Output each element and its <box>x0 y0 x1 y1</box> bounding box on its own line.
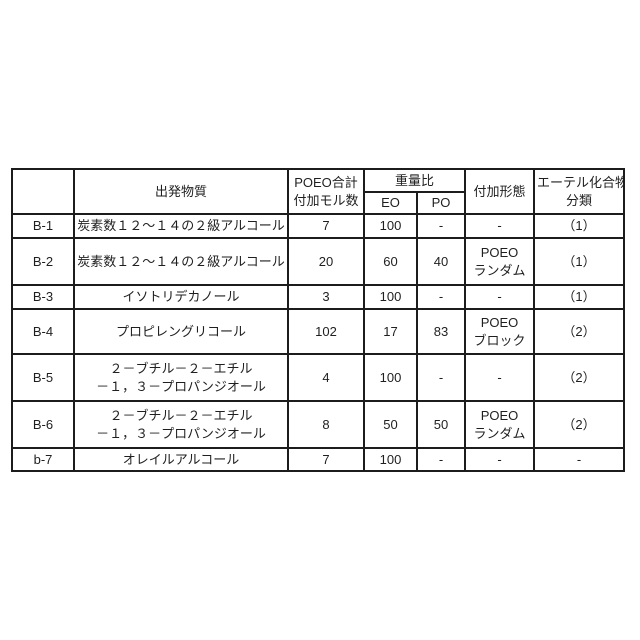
form-cell: POEO ランダム <box>464 237 536 286</box>
form-cell: - <box>464 447 536 472</box>
po-cell: - <box>415 353 467 402</box>
table-row: b-7 オレイルアルコール 7 100 - - - <box>11 447 626 472</box>
form-line: POEO <box>480 407 519 423</box>
row-id: B-6 <box>11 400 75 449</box>
material-cell: イソトリデカノール <box>73 284 289 310</box>
po-cell: 40 <box>415 237 467 286</box>
moles-cell: 3 <box>287 284 365 310</box>
material-line: ２－ブチル－２－エチル <box>109 407 253 423</box>
material-line: －１，３－プロパンジオール <box>96 425 266 441</box>
row-id: B-5 <box>11 353 75 402</box>
header-poeo-moles: POEO合計 付加モル数 <box>287 168 365 215</box>
eo-cell: 100 <box>363 284 418 310</box>
header-row-1: 出発物質 POEO合計 付加モル数 重量比 付加形態 エーテル化合物 分類 <box>11 168 626 215</box>
header-material: 出発物質 <box>73 168 289 215</box>
class-cell: （1） <box>533 284 626 310</box>
moles-cell: 7 <box>287 447 365 472</box>
row-id: b-7 <box>11 447 75 472</box>
class-cell: （1） <box>533 213 626 239</box>
moles-cell: 20 <box>287 237 365 286</box>
table-row: B-5 ２－ブチル－２－エチル －１，３－プロパンジオール 4 100 - - … <box>11 353 626 402</box>
class-cell: （2） <box>533 308 626 355</box>
moles-cell: 4 <box>287 353 365 402</box>
row-id: B-3 <box>11 284 75 310</box>
eo-cell: 100 <box>363 447 418 472</box>
moles-cell: 102 <box>287 308 365 355</box>
eo-cell: 50 <box>363 400 418 449</box>
header-poeo-line2: 付加モル数 <box>293 192 359 208</box>
table-row: B-2 炭素数１２～１４の２級アルコール 20 60 40 POEO ランダム … <box>11 237 626 286</box>
header-ether-class: エーテル化合物 分類 <box>533 168 626 215</box>
eo-cell: 100 <box>363 213 418 239</box>
form-cell: POEO ブロック <box>464 308 536 355</box>
row-id: B-4 <box>11 308 75 355</box>
header-ether-line1: エーテル化合物 <box>537 174 625 190</box>
table-row: B-4 プロピレングリコール 102 17 83 POEO ブロック （2） <box>11 308 626 355</box>
header-corner <box>11 168 75 215</box>
header-eo: EO <box>363 191 418 215</box>
po-cell: 83 <box>415 308 467 355</box>
material-line: 炭素数１２～１４の２級アルコール <box>77 218 285 234</box>
moles-cell: 8 <box>287 400 365 449</box>
po-cell: 50 <box>415 400 467 449</box>
form-line: - <box>497 218 502 234</box>
header-po: PO <box>415 191 467 215</box>
material-line: プロピレングリコール <box>115 323 246 339</box>
form-line: - <box>497 369 502 385</box>
form-line: ブロック <box>473 332 526 348</box>
class-cell: - <box>533 447 626 472</box>
eo-cell: 17 <box>363 308 418 355</box>
form-cell: POEO ランダム <box>464 400 536 449</box>
po-cell: - <box>415 213 467 239</box>
material-line: オレイルアルコール <box>122 451 240 467</box>
material-cell: プロピレングリコール <box>73 308 289 355</box>
header-ether-line2: 分類 <box>566 192 593 208</box>
table-row: B-1 炭素数１２～１４の２級アルコール 7 100 - - （1） <box>11 213 626 239</box>
header-addition-form: 付加形態 <box>464 168 536 215</box>
form-line: POEO <box>480 244 519 260</box>
material-line: イソトリデカノール <box>122 289 240 305</box>
form-cell: - <box>464 353 536 402</box>
form-cell: - <box>464 213 536 239</box>
material-cell: ２－ブチル－２－エチル －１，３－プロパンジオール <box>73 353 289 402</box>
header-weight-ratio: 重量比 <box>362 168 467 193</box>
table-row: B-3 イソトリデカノール 3 100 - - （1） <box>11 284 626 310</box>
material-cell: ２－ブチル－２－エチル －１，３－プロパンジオール <box>73 400 289 449</box>
eo-cell: 100 <box>363 353 418 402</box>
form-cell: - <box>464 284 536 310</box>
material-line: ２－ブチル－２－エチル <box>109 360 253 376</box>
form-line: - <box>497 289 502 305</box>
header-poeo-line1: POEO合計 <box>294 174 358 190</box>
form-line: POEO <box>480 314 519 330</box>
form-line: ランダム <box>473 425 526 441</box>
material-line: －１，３－プロパンジオール <box>96 378 266 394</box>
class-cell: （1） <box>533 237 626 286</box>
material-line: 炭素数１２～１４の２級アルコール <box>77 253 285 269</box>
po-cell: - <box>415 284 467 310</box>
eo-cell: 60 <box>363 237 418 286</box>
class-cell: （2） <box>533 353 626 402</box>
po-cell: - <box>415 447 467 472</box>
material-cell: 炭素数１２～１４の２級アルコール <box>73 237 289 286</box>
moles-cell: 7 <box>287 213 365 239</box>
row-id: B-2 <box>11 237 75 286</box>
compound-table: 出発物質 POEO合計 付加モル数 重量比 付加形態 エーテル化合物 分類 EO… <box>11 168 626 472</box>
form-line: - <box>497 451 502 467</box>
header-row-2: EO PO <box>12 191 624 215</box>
material-cell: 炭素数１２～１４の２級アルコール <box>73 213 289 239</box>
table-row: B-6 ２－ブチル－２－エチル －１，３－プロパンジオール 8 50 50 PO… <box>11 400 626 449</box>
form-line: ランダム <box>473 262 526 278</box>
material-cell: オレイルアルコール <box>73 447 289 472</box>
class-cell: （2） <box>533 400 626 449</box>
row-id: B-1 <box>11 213 75 239</box>
